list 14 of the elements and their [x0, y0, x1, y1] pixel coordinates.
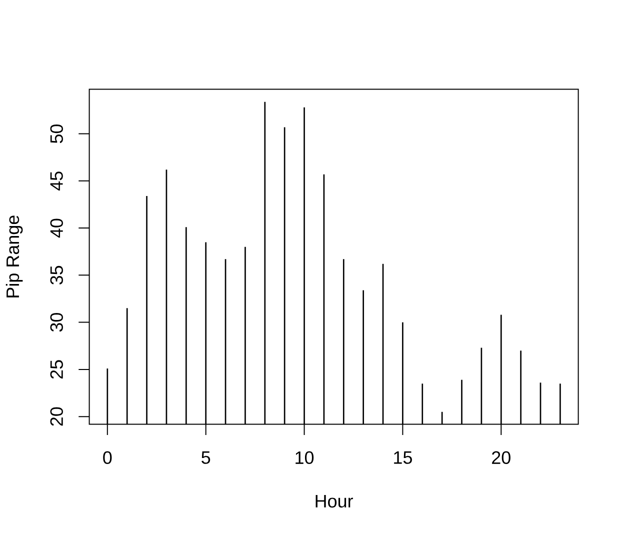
- x-tick-label: 10: [296, 451, 314, 464]
- y-tick-label: 25: [50, 360, 63, 379]
- x-tick-label: 0: [103, 451, 112, 464]
- y-tick-label: 40: [50, 218, 63, 238]
- y-axis-title: Pip Range: [6, 216, 23, 298]
- x-tick-label: 20: [492, 451, 510, 464]
- x-axis-title: Hour: [316, 495, 353, 508]
- x-tick-label: 15: [394, 451, 412, 464]
- y-tick-label: 45: [50, 172, 63, 191]
- y-tick-label: 35: [50, 266, 63, 284]
- y-tick-label: 20: [50, 407, 63, 426]
- y-tick-label: 50: [50, 124, 63, 144]
- y-tick-label: 30: [50, 313, 63, 332]
- x-tick-label: 5: [202, 451, 210, 464]
